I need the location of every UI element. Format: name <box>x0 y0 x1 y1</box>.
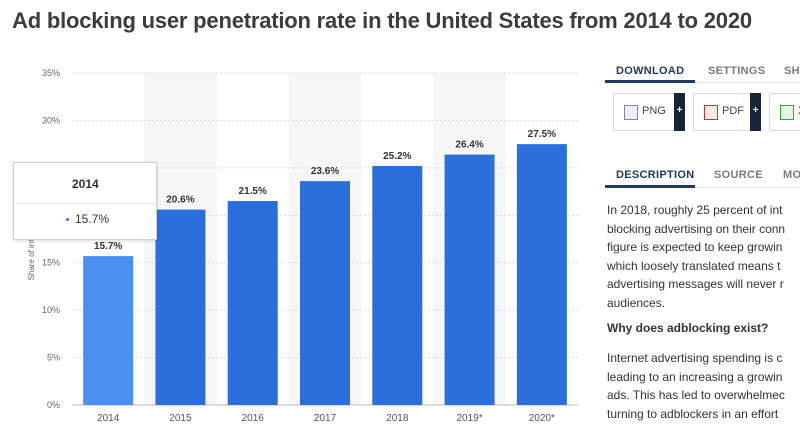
download-xls-button[interactable]: X <box>769 93 800 131</box>
description-line: advertising messages will never r <box>607 277 784 292</box>
y-tick-label: 30% <box>42 115 60 125</box>
y-tick-label: 15% <box>42 258 60 268</box>
x-tick-label: 2018 <box>386 413 409 424</box>
description-heading: Why does adblocking exist? <box>607 320 769 335</box>
pdf-file-icon <box>704 105 718 120</box>
description-line: Internet advertising spending is c <box>607 351 783 366</box>
bar <box>300 181 350 405</box>
description-panel: In 2018, roughly 25 percent of int block… <box>607 201 800 424</box>
bar <box>444 154 495 405</box>
tooltip-separator <box>14 203 156 204</box>
data-label: 23.6% <box>311 166 339 177</box>
chart-tooltip: 2014 15.7% <box>13 162 157 240</box>
tab-settings[interactable]: SETTINGS <box>708 65 766 77</box>
tooltip-series-dot <box>66 218 69 221</box>
description-line: audiences. <box>607 295 666 310</box>
download-tabs: DOWNLOAD SETTINGS SHA <box>605 56 800 83</box>
description-line: turning to adblockers in an effort <box>607 406 779 421</box>
xls-file-icon <box>780 105 794 120</box>
active-tab-indicator <box>605 80 695 83</box>
description-line: which loosely translated means t <box>607 258 781 273</box>
description-line: leading to an increasing a growin <box>607 369 783 384</box>
y-tick-label: 5% <box>47 353 60 363</box>
active-info-tab-indicator <box>605 185 695 188</box>
data-label: 15.7% <box>94 241 122 252</box>
data-label: 25.2% <box>383 151 411 162</box>
bar-chart: 0%5%10%15%20%25%30%35%Share of internet … <box>27 68 578 424</box>
data-label: 20.6% <box>166 195 194 206</box>
bar <box>155 209 206 405</box>
x-tick-label: 2016 <box>242 413 265 424</box>
tab-more[interactable]: MO <box>783 169 800 181</box>
download-png-button[interactable]: PNG + <box>613 93 685 131</box>
tab-source[interactable]: SOURCE <box>714 169 763 181</box>
x-tick-label: 2020* <box>529 413 555 424</box>
x-tick-label: 2015 <box>169 413 192 424</box>
data-label: 26.4% <box>455 140 483 151</box>
download-pdf-button[interactable]: PDF + <box>693 93 761 131</box>
x-tick-label: 2019* <box>457 413 483 424</box>
bar <box>83 256 134 405</box>
data-label: 27.5% <box>528 129 556 140</box>
x-tick-label: 2017 <box>314 413 337 424</box>
data-label: 21.5% <box>239 186 267 197</box>
tooltip-value: 15.7% <box>75 212 110 226</box>
tab-share[interactable]: SHA <box>784 65 800 77</box>
bar <box>516 144 567 405</box>
download-png-label: PNG <box>642 105 666 117</box>
image-file-icon <box>624 105 638 120</box>
y-tick-label: 10% <box>42 305 60 315</box>
y-tick-label: 0% <box>47 400 60 410</box>
description-line: In 2018, roughly 25 percent of int <box>607 203 783 217</box>
tab-download[interactable]: DOWNLOAD <box>616 65 685 77</box>
plus-icon[interactable]: + <box>750 93 761 131</box>
y-tick-label: 35% <box>42 68 60 78</box>
page-title: Ad blocking user penetration rate in the… <box>12 8 752 33</box>
y-axis-label: Share of internet users <box>27 200 36 281</box>
description-line: blocking advertising on their conn <box>607 221 786 236</box>
tab-description[interactable]: DESCRIPTION <box>616 169 695 181</box>
plus-icon[interactable]: + <box>674 93 685 131</box>
download-xls-label: X <box>798 105 800 117</box>
description-line: ads. This has led to overwhelmec <box>607 388 785 403</box>
download-pdf-label: PDF <box>722 105 744 117</box>
description-line: figure is expected to keep growin <box>607 240 783 255</box>
info-tabs: DESCRIPTION SOURCE MO <box>605 160 800 188</box>
bar <box>372 165 423 405</box>
bar <box>227 201 278 405</box>
x-tick-label: 2014 <box>97 413 120 424</box>
tooltip-title: 2014 <box>72 177 99 191</box>
